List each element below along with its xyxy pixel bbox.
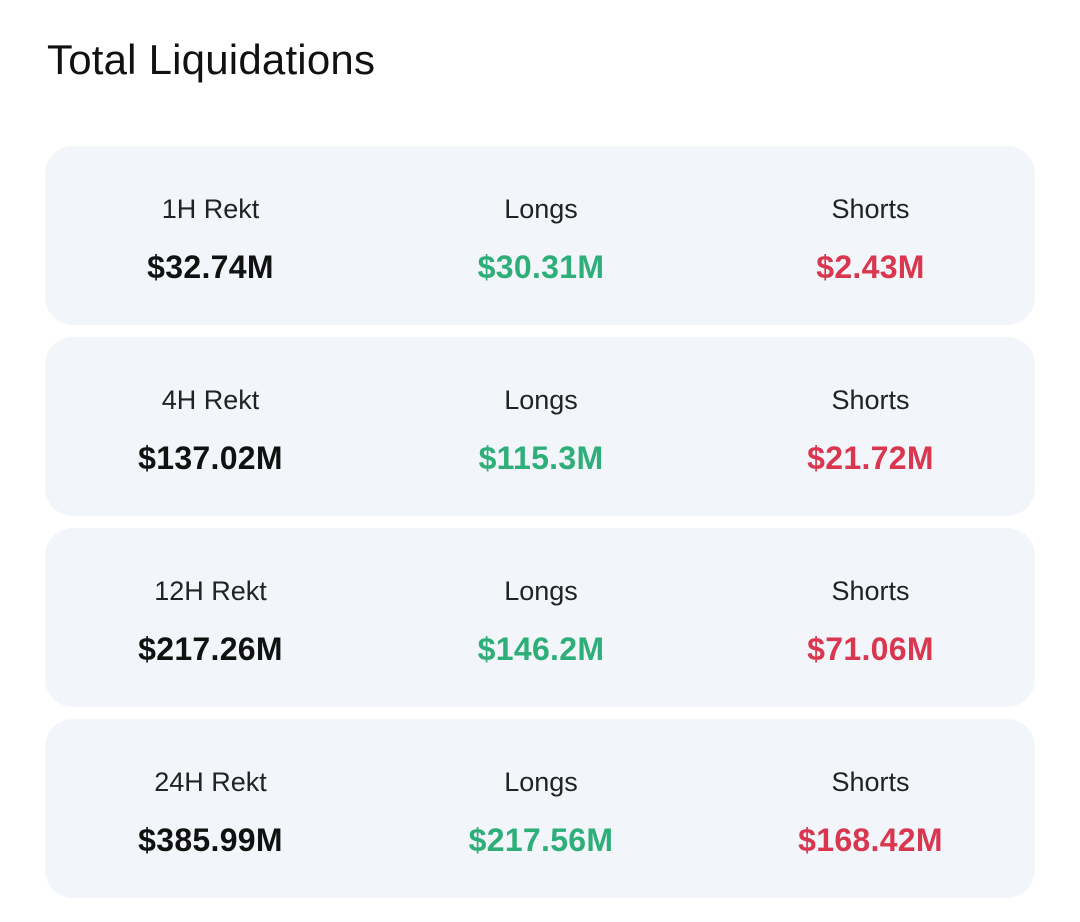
shorts-value: $2.43M (816, 249, 925, 285)
shorts-column: Shorts $2.43M (706, 146, 1035, 325)
total-value: $32.74M (147, 249, 274, 285)
liquidation-card-24h[interactable]: 24H Rekt $385.99M Longs $217.56M Shorts … (45, 719, 1035, 898)
total-column: 24H Rekt $385.99M (45, 719, 376, 898)
liquidation-card-list: 1H Rekt $32.74M Longs $30.31M Shorts $2.… (45, 146, 1035, 910)
longs-value: $30.31M (477, 249, 605, 285)
period-label: 24H Rekt (154, 767, 267, 797)
shorts-label: Shorts (831, 576, 910, 606)
longs-column: Longs $30.31M (376, 146, 706, 325)
longs-column: Longs $115.3M (376, 337, 706, 516)
shorts-column: Shorts $168.42M (706, 719, 1035, 898)
period-label: 4H Rekt (161, 385, 260, 415)
shorts-label: Shorts (831, 767, 910, 797)
shorts-label: Shorts (831, 194, 910, 224)
total-value: $385.99M (138, 822, 283, 858)
longs-column: Longs $146.2M (376, 528, 706, 707)
shorts-value: $71.06M (807, 631, 934, 667)
total-column: 12H Rekt $217.26M (45, 528, 376, 707)
longs-label: Longs (504, 194, 578, 224)
liquidation-card-4h[interactable]: 4H Rekt $137.02M Longs $115.3M Shorts $2… (45, 337, 1035, 516)
total-value: $137.02M (138, 440, 283, 476)
period-label: 12H Rekt (154, 576, 267, 606)
longs-column: Longs $217.56M (376, 719, 706, 898)
longs-value: $217.56M (468, 822, 614, 858)
total-column: 1H Rekt $32.74M (45, 146, 376, 325)
liquidation-card-12h[interactable]: 12H Rekt $217.26M Longs $146.2M Shorts $… (45, 528, 1035, 707)
longs-value: $146.2M (477, 631, 605, 667)
longs-label: Longs (504, 576, 578, 606)
longs-label: Longs (504, 767, 578, 797)
shorts-value: $168.42M (798, 822, 943, 858)
page-title: Total Liquidations (47, 36, 376, 83)
total-column: 4H Rekt $137.02M (45, 337, 376, 516)
shorts-column: Shorts $71.06M (706, 528, 1035, 707)
period-label: 1H Rekt (161, 194, 260, 224)
longs-label: Longs (504, 385, 578, 415)
total-value: $217.26M (138, 631, 283, 667)
liquidation-card-1h[interactable]: 1H Rekt $32.74M Longs $30.31M Shorts $2.… (45, 146, 1035, 325)
shorts-value: $21.72M (807, 440, 934, 476)
shorts-label: Shorts (831, 385, 910, 415)
longs-value: $115.3M (478, 440, 604, 476)
shorts-column: Shorts $21.72M (706, 337, 1035, 516)
